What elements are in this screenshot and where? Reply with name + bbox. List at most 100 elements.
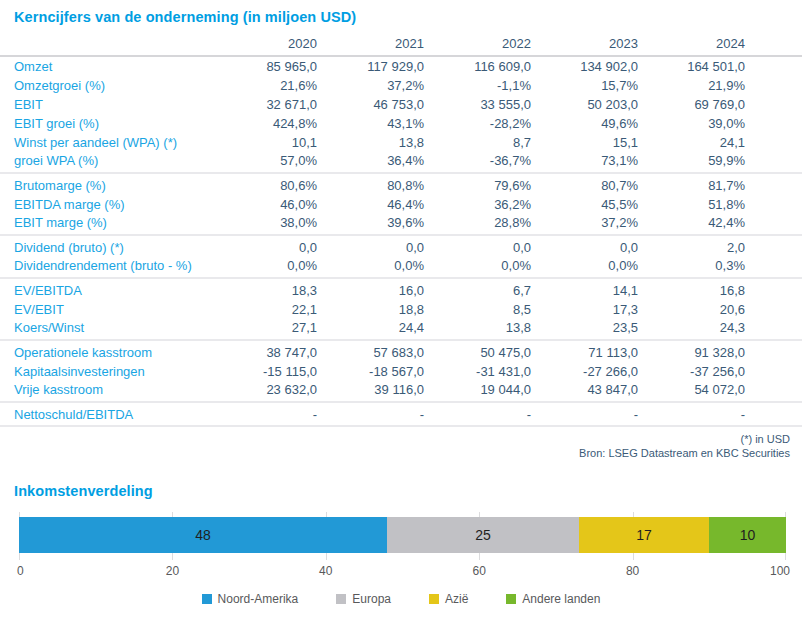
year-column-header: 2021 [317, 34, 424, 56]
cell-value: 46,0% [210, 194, 317, 213]
chart-plot-area: 48251710 [19, 512, 786, 560]
bar-segment-azi-: 17 [579, 517, 709, 553]
bar-segment-value: 17 [636, 527, 652, 543]
bar-segment-value: 10 [740, 527, 756, 543]
x-tick-label: 100 [770, 564, 790, 578]
cell-value: 8,7 [424, 132, 531, 151]
legend-label: Europa [352, 592, 391, 606]
spacer-cell [745, 404, 802, 423]
table-row: groei WPA (%)57,0%36,4%-36,7%73,1%59,9% [0, 151, 802, 170]
year-column-header: 2023 [531, 34, 638, 56]
cell-value: 49,6% [531, 113, 638, 132]
cell-value: 24,3 [638, 318, 745, 337]
cell-value: 10,1 [210, 132, 317, 151]
legend-item-europa: Europa [336, 592, 391, 606]
cell-value: 38 747,0 [210, 342, 317, 361]
chart-legend: Noord-Amerika Europa Azië Andere landen [0, 592, 802, 606]
cell-value: 46 753,0 [317, 94, 424, 113]
cell-value: 79,6% [424, 175, 531, 194]
cell-value: 80,8% [317, 175, 424, 194]
x-tick-label: 80 [626, 564, 639, 578]
cell-value: 28,8% [424, 213, 531, 232]
cell-value: 134 902,0 [531, 56, 638, 75]
cell-value: 73,1% [531, 151, 638, 170]
cell-value: 27,1 [210, 318, 317, 337]
cell-value: 43,1% [317, 113, 424, 132]
year-column-header: 2020 [210, 34, 317, 56]
cell-value: 0,3% [638, 256, 745, 275]
cell-value: 18,3 [210, 280, 317, 299]
cell-value: 59,9% [638, 151, 745, 170]
table-row: Brutomarge (%)80,6%80,8%79,6%80,7%81,7% [0, 175, 802, 194]
cell-value: 36,4% [317, 151, 424, 170]
table-row: Omzet85 965,0117 929,0116 609,0134 902,0… [0, 56, 802, 75]
row-label: Omzetgroei (%) [0, 75, 210, 94]
cell-value: 15,7% [531, 75, 638, 94]
cell-value: 46,4% [317, 194, 424, 213]
row-label: EV/EBIT [0, 299, 210, 318]
table-row: Nettoschuld/EBITDA----- [0, 404, 802, 423]
cell-value: 81,7% [638, 175, 745, 194]
spacer-cell [745, 94, 802, 113]
x-tick-label: 0 [17, 564, 24, 578]
cell-value: 23 632,0 [210, 380, 317, 399]
legend-item-noord-amerika: Noord-Amerika [202, 592, 299, 606]
cell-value: -15 115,0 [210, 361, 317, 380]
legend-label: Noord-Amerika [218, 592, 299, 606]
cell-value: 37,2% [531, 213, 638, 232]
source-note: Bron: LSEG Datastream en KBC Securities [0, 446, 790, 460]
table-row: Kapitaalsinvesteringen-15 115,0-18 567,0… [0, 361, 802, 380]
cell-value: 18,8 [317, 299, 424, 318]
income-distribution-chart: Inkomstenverdeling 48251710 020406080100… [0, 474, 802, 606]
spacer-cell [745, 113, 802, 132]
table-row: EBIT32 671,046 753,033 555,050 203,069 7… [0, 94, 802, 113]
spacer-cell [745, 299, 802, 318]
spacer-cell [745, 34, 802, 56]
cell-value: 24,1 [638, 132, 745, 151]
cell-value: 0,0% [317, 256, 424, 275]
row-label: groei WPA (%) [0, 151, 210, 170]
row-label: Nettoschuld/EBITDA [0, 404, 210, 423]
row-label: EV/EBITDA [0, 280, 210, 299]
table-row: Omzetgroei (%)21,6%37,2%-1,1%15,7%21,9% [0, 75, 802, 94]
cell-value: 21,9% [638, 75, 745, 94]
cell-value: 69 769,0 [638, 94, 745, 113]
row-label: EBIT marge (%) [0, 213, 210, 232]
cell-value: -37 256,0 [638, 361, 745, 380]
table-row: Vrije kasstroom23 632,039 116,019 044,04… [0, 380, 802, 399]
table-row: EBITDA marge (%)46,0%46,4%36,2%45,5%51,8… [0, 194, 802, 213]
stacked-bar: 48251710 [19, 517, 786, 553]
spacer-cell [745, 380, 802, 399]
row-label: EBIT [0, 94, 210, 113]
table-title: Kerncijfers van de onderneming (in miljo… [0, 0, 802, 34]
spacer-cell [745, 213, 802, 232]
cell-value: 19 044,0 [424, 380, 531, 399]
row-label: Vrije kasstroom [0, 380, 210, 399]
row-label: Brutomarge (%) [0, 175, 210, 194]
footnote-in-usd: (*) in USD [0, 432, 790, 446]
cell-value: 38,0% [210, 213, 317, 232]
cell-value: 39,6% [317, 213, 424, 232]
table-row: Operationele kasstroom38 747,057 683,050… [0, 342, 802, 361]
legend-label: Azië [445, 592, 468, 606]
legend-item-azi-: Azië [429, 592, 468, 606]
bar-segment-value: 48 [195, 527, 211, 543]
spacer-cell [745, 256, 802, 275]
legend-item-andere-landen: Andere landen [506, 592, 600, 606]
spacer-cell [745, 132, 802, 151]
cell-value: 42,4% [638, 213, 745, 232]
cell-value: - [424, 404, 531, 423]
spacer-cell [745, 237, 802, 256]
cell-value: 51,8% [638, 194, 745, 213]
year-column-header: 2024 [638, 34, 745, 56]
row-label: EBIT groei (%) [0, 113, 210, 132]
cell-value: -36,7% [424, 151, 531, 170]
cell-value: 80,7% [531, 175, 638, 194]
table-header-row: 20202021202220232024 [0, 34, 802, 56]
cell-value: 45,5% [531, 194, 638, 213]
cell-value: 0,0% [210, 256, 317, 275]
row-label: Winst per aandeel (WPA) (*) [0, 132, 210, 151]
cell-value: - [638, 404, 745, 423]
legend-label: Andere landen [522, 592, 600, 606]
cell-value: 50 475,0 [424, 342, 531, 361]
